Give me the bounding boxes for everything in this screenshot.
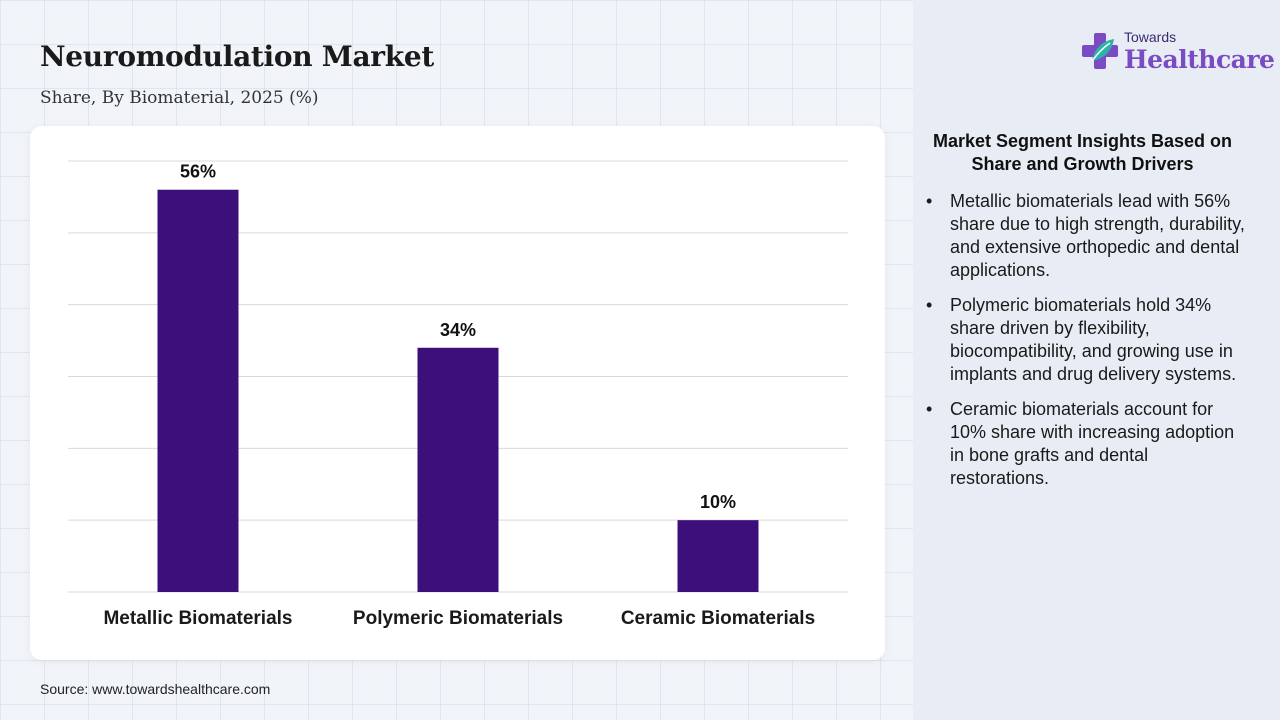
logo-wordmark-bottom: Healthcare	[1124, 45, 1275, 74]
x-tick-label: Ceramic Biomaterials	[621, 608, 815, 629]
insights-heading: Market Segment Insights Based on Share a…	[932, 131, 1233, 174]
data-label: 34%	[440, 320, 476, 340]
insight-item-ceramic: Ceramic biomaterials account for 10% sha…	[922, 398, 1252, 490]
insights-list: Metallic biomaterials lead with 56% shar…	[922, 190, 1252, 502]
bar-chart: 56% Metallic Biomaterials 34% Polymeric Bio…	[68, 160, 848, 629]
page-subtitle: Share, By Biomaterial, 2025 (%)	[40, 88, 319, 108]
page-title: Neuromodulation Market	[40, 40, 434, 73]
chart-card: 56% Metallic Biomaterials 34% Polymeric Bio…	[30, 126, 885, 660]
insight-item-polymeric: Polymeric biomaterials hold 34% share dr…	[922, 294, 1252, 386]
bar	[677, 520, 759, 592]
brand-logo: Towards Healthcare	[1080, 27, 1275, 77]
bar	[157, 189, 239, 592]
cross-logo-icon	[1082, 33, 1118, 69]
source-note: Source: www.towardshealthcare.com	[40, 681, 271, 697]
data-label: 10%	[700, 492, 736, 512]
x-tick-label: Metallic Biomaterials	[103, 608, 292, 629]
bar	[417, 347, 499, 592]
insight-item-metallic: Metallic biomaterials lead with 56% shar…	[922, 190, 1252, 282]
logo-wordmark-top: Towards	[1124, 29, 1177, 45]
data-label: 56%	[180, 162, 216, 182]
x-tick-label: Polymeric Biomaterials	[353, 608, 563, 629]
